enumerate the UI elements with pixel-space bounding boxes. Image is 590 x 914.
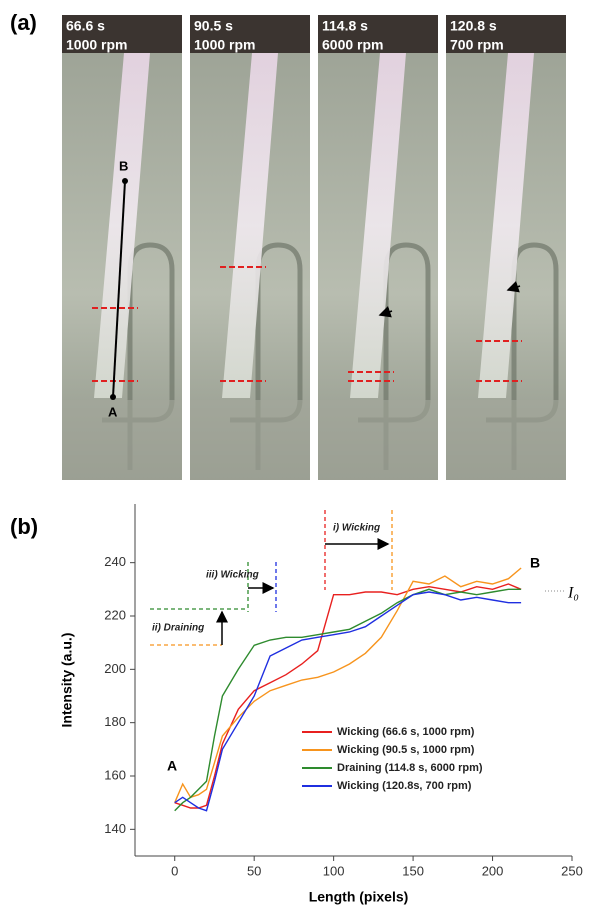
series-line	[174, 583, 522, 809]
x-tick-label: 0	[171, 863, 178, 878]
photo-top	[62, 15, 182, 53]
panel-label: (a)	[10, 10, 37, 35]
y-tick-label: 220	[104, 607, 126, 622]
x-tick-label: 150	[402, 863, 424, 878]
photo-time: 66.6 s	[66, 18, 105, 34]
y-tick-label: 140	[104, 821, 126, 836]
photo-top	[446, 15, 566, 53]
annotation: iii) Wicking	[206, 570, 259, 581]
legend-label: Draining (114.8 s, 6000 rpm)	[337, 762, 483, 774]
profile-line	[112, 180, 126, 398]
photo-speed: 1000 rpm	[66, 37, 127, 53]
y-tick-label: 240	[104, 554, 126, 569]
series-line	[174, 591, 522, 812]
profile-end	[122, 178, 128, 184]
x-tick-label: 250	[561, 863, 583, 878]
photo-base	[318, 400, 438, 480]
legend-label: Wicking (120.8s, 700 rpm)	[337, 780, 472, 792]
wicking-column	[478, 53, 534, 398]
photo-speed: 700 rpm	[450, 37, 504, 53]
photo-time: 90.5 s	[194, 18, 233, 34]
x-tick-label: 200	[482, 863, 504, 878]
photo-speed: 1000 rpm	[194, 37, 255, 53]
series-line	[174, 567, 522, 803]
x-axis-label: Length (pixels)	[309, 889, 409, 905]
point-label: A	[108, 404, 118, 419]
arrow	[506, 280, 521, 293]
series-line	[174, 588, 522, 812]
x-tick-label: 50	[247, 863, 261, 878]
profile-start	[110, 394, 116, 400]
wicking-column	[222, 53, 278, 398]
point-label: B	[119, 158, 128, 173]
x-tick-label: 100	[323, 863, 345, 878]
y-tick-label: 180	[104, 714, 126, 729]
y-tick-label: 200	[104, 661, 126, 676]
panel-label: (b)	[10, 514, 38, 539]
annotation: i) Wicking	[333, 523, 380, 534]
photo-speed: 6000 rpm	[322, 37, 383, 53]
annotation: ii) Draining	[152, 623, 204, 634]
legend-label: Wicking (90.5 s, 1000 rpm)	[337, 744, 475, 756]
y-tick-label: 160	[104, 767, 126, 782]
photo-top	[318, 15, 438, 53]
legend-label: Wicking (66.6 s, 1000 rpm)	[337, 726, 475, 738]
photo-base	[62, 400, 182, 480]
annotation: I₀	[567, 585, 579, 602]
photo-top	[190, 15, 310, 53]
photo-strip: 66.6 s 1000 rpm 90.5 s 1000 rpm 114.8 s 6000 …	[62, 15, 566, 480]
arrow	[378, 305, 393, 318]
annotation: B	[530, 555, 540, 571]
photo-time: 120.8 s	[450, 18, 497, 34]
wicking-column	[350, 53, 406, 398]
chart: 140 160 180 200 220 240 0 50 100 150 200 250 Length …	[59, 504, 583, 905]
annotation: A	[167, 758, 177, 774]
photo-base	[446, 400, 566, 480]
photo-base	[190, 400, 310, 480]
photo-time: 114.8 s	[322, 18, 368, 34]
y-axis-label: Intensity (a.u.)	[59, 633, 75, 728]
